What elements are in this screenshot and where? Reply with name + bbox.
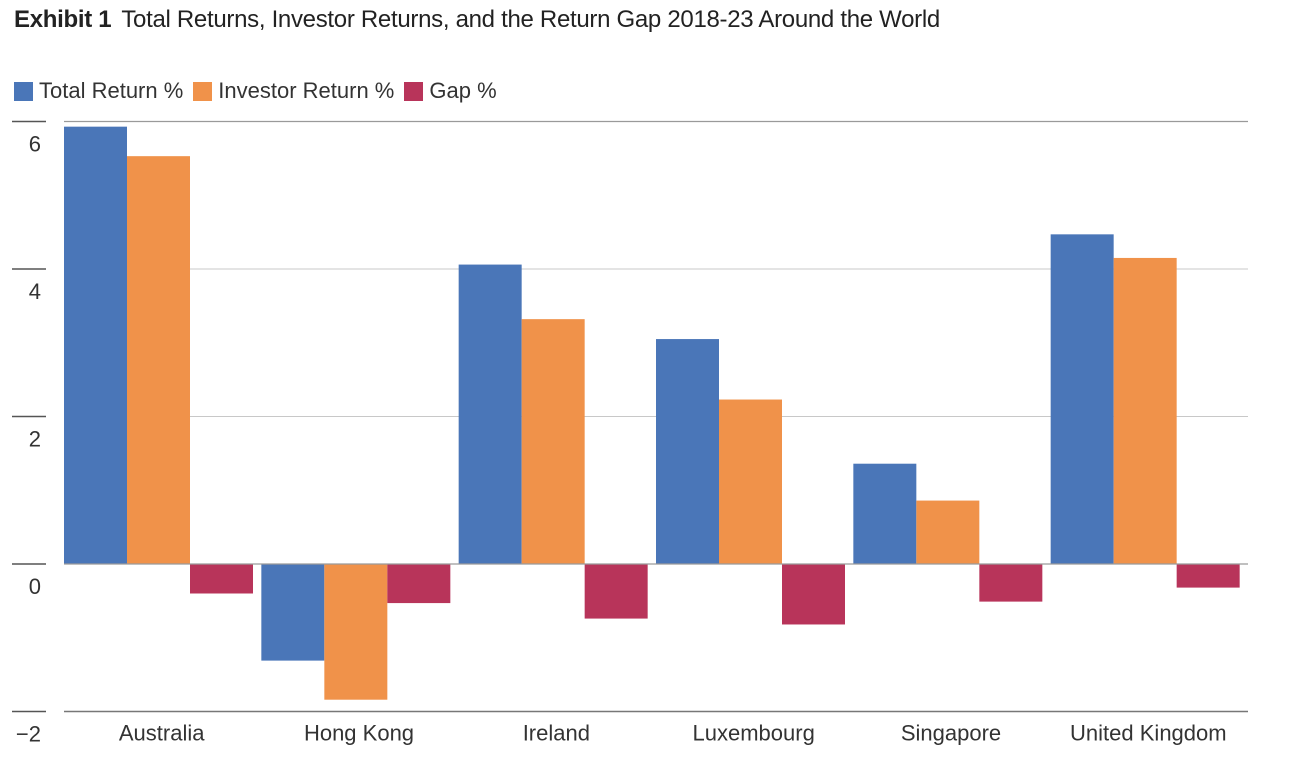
- bar-investor-return: [324, 564, 388, 700]
- bar-gap: [782, 564, 845, 625]
- legend-item-gap: Gap %: [404, 78, 497, 104]
- x-tick-label: Ireland: [523, 721, 590, 746]
- bar-total-return: [458, 264, 522, 564]
- bar-gap: [584, 564, 648, 619]
- legend-item-total-return: Total Return %: [14, 78, 183, 104]
- bar-gap: [1176, 564, 1240, 588]
- x-tick-label: Luxembourg: [693, 721, 815, 746]
- bar-total-return: [853, 463, 917, 564]
- legend-label-investor-return: Investor Return %: [218, 78, 395, 103]
- bar-investor-return: [916, 500, 980, 564]
- legend-swatch-gap: [404, 81, 424, 101]
- chart-title: Exhibit 1 Total Returns, Investor Returns…: [14, 6, 940, 34]
- y-tick-label: 2: [29, 427, 41, 452]
- y-tick-label: −2: [16, 722, 41, 747]
- legend-item-investor-return: Investor Return %: [193, 78, 394, 104]
- bar-investor-return: [521, 319, 585, 564]
- y-tick-label: 4: [29, 279, 41, 304]
- x-tick-label: Hong Kong: [304, 721, 414, 746]
- bar-gap: [190, 564, 253, 594]
- legend-label-total-return: Total Return %: [39, 78, 184, 103]
- x-tick-label: United Kingdom: [1070, 721, 1227, 746]
- bar-gap: [979, 564, 1043, 602]
- x-tick-label: Singapore: [901, 721, 1001, 746]
- y-tick-label: 0: [29, 574, 41, 599]
- bar-investor-return: [127, 156, 190, 564]
- x-tick-label: Australia: [119, 721, 205, 746]
- bar-investor-return: [1113, 257, 1177, 564]
- bar-total-return: [656, 339, 719, 564]
- bar-total-return: [64, 126, 127, 564]
- legend-swatch-total-return: [14, 81, 33, 101]
- legend: Total Return % Investor Return % Gap %: [14, 78, 507, 104]
- legend-swatch-investor-return: [193, 81, 213, 101]
- bar-investor-return: [719, 399, 782, 564]
- bar-gap: [387, 564, 451, 604]
- y-tick-label: 6: [29, 132, 41, 157]
- title-text: Total Returns, Investor Returns, and the…: [121, 6, 940, 33]
- legend-label-gap: Gap %: [429, 78, 497, 103]
- bar-total-return: [261, 564, 325, 661]
- bar-total-return: [1050, 234, 1114, 564]
- exhibit-label: Exhibit 1: [14, 6, 112, 33]
